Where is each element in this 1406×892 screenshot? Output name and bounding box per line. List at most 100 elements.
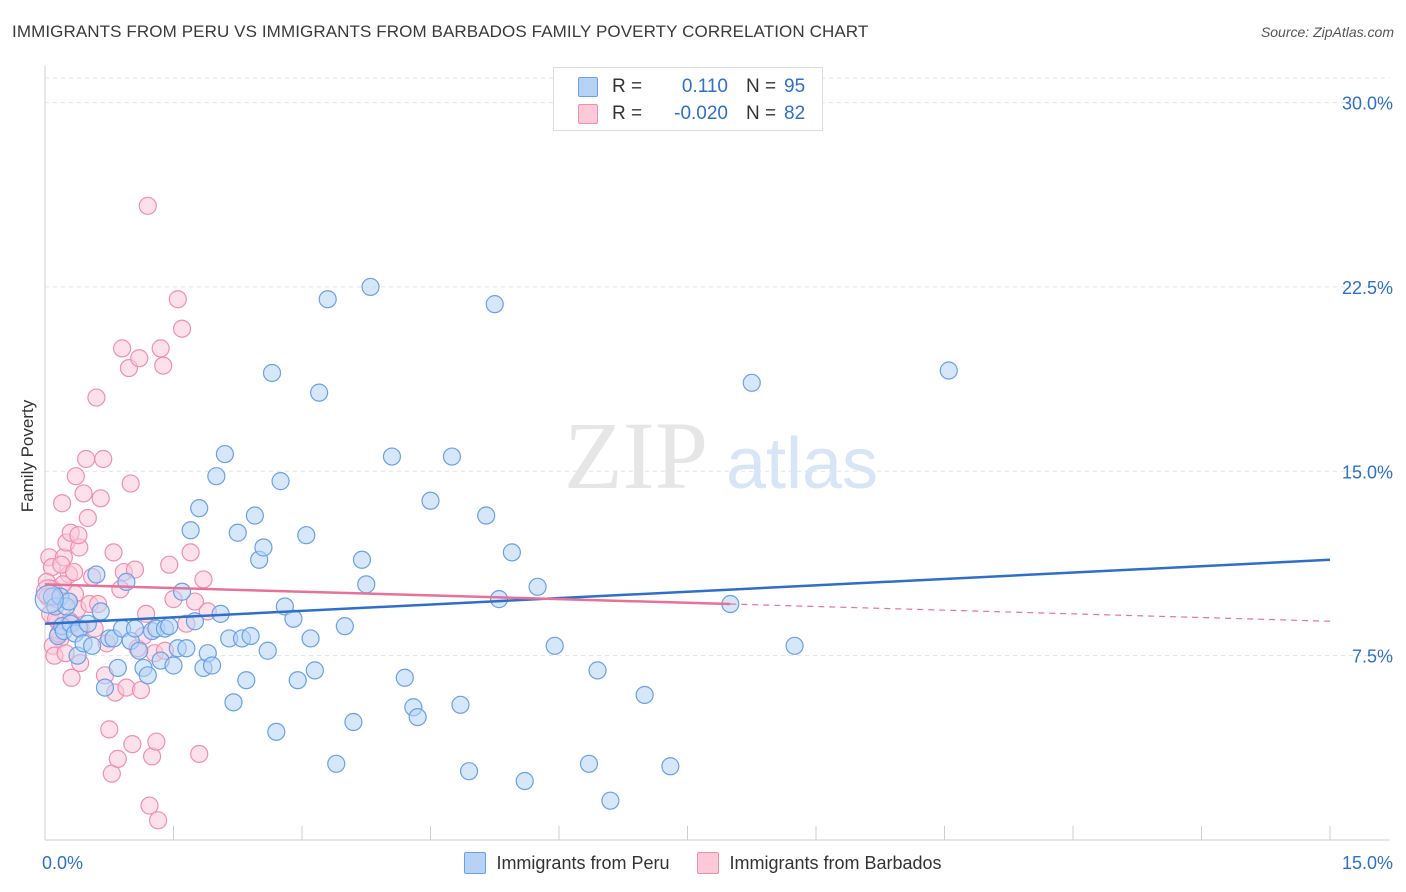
point-peru [442, 447, 462, 466]
barbados-swatch [578, 104, 598, 124]
point-peru [408, 707, 427, 727]
watermark: ZIP atlas [564, 402, 878, 509]
legend-row-peru: R = 0.110 N = 95 [578, 74, 805, 100]
n-label: N = [746, 76, 777, 97]
point-barbados [69, 526, 88, 545]
point-barbados [185, 592, 205, 611]
trend-lines [44, 558, 1331, 625]
point-peru [95, 678, 115, 697]
r-value: -0.020 [674, 103, 728, 124]
point-barbados [138, 196, 157, 215]
y-axis-label: Family Poverty [18, 399, 37, 513]
series-peru [34, 277, 958, 810]
point-peru [215, 444, 234, 464]
point-barbados [74, 484, 93, 503]
n-value: 82 [784, 103, 806, 124]
x-tick-label: 15.0% [1342, 853, 1393, 873]
point-peru [545, 636, 564, 655]
point-barbados [104, 543, 123, 562]
point-peru [357, 575, 376, 594]
r-label: R = [612, 103, 643, 124]
point-peru [515, 771, 534, 791]
point-peru [395, 668, 414, 687]
trend-peru [44, 558, 1331, 625]
point-peru [361, 277, 380, 297]
point-barbados [78, 508, 97, 528]
source-label: Source: ZipAtlas.com [1260, 24, 1394, 40]
watermark-atlas: atlas [726, 424, 878, 504]
point-peru [528, 577, 547, 596]
point-peru [83, 636, 102, 655]
point-barbados [140, 796, 159, 815]
n-label: N = [746, 103, 777, 124]
point-peru [318, 290, 337, 309]
point-peru [241, 626, 260, 646]
point-peru [305, 661, 324, 680]
peru-swatch [578, 77, 598, 97]
point-peru [327, 754, 346, 773]
legend-item-barbados[interactable]: Immigrants from Barbados [697, 852, 942, 874]
point-barbados [131, 680, 151, 700]
point-peru [939, 361, 958, 380]
point-peru [267, 722, 286, 741]
point-barbados [77, 449, 96, 469]
point-barbados [181, 543, 200, 562]
series-barbados [35, 196, 217, 830]
y-tick-label: 15.0% [1342, 462, 1393, 482]
point-peru [421, 491, 440, 510]
r-label: R = [612, 76, 643, 97]
legend-item-peru[interactable]: Immigrants from Peru [464, 852, 669, 874]
point-peru [310, 383, 329, 402]
point-peru [382, 447, 402, 466]
point-barbados [194, 570, 213, 589]
point-peru [477, 506, 496, 525]
legend-label-peru: Immigrants from Peru [496, 852, 670, 873]
point-peru [271, 472, 290, 491]
point-peru [87, 565, 106, 584]
point-peru [742, 373, 761, 392]
point-peru [301, 629, 320, 648]
point-barbados [160, 555, 179, 574]
point-barbados [123, 735, 142, 754]
point-peru [459, 762, 479, 781]
point-barbados [130, 349, 149, 368]
y-tick-label: 22.5% [1342, 278, 1393, 298]
point-barbados [121, 474, 140, 493]
barbados-swatch [697, 852, 720, 874]
point-peru [108, 658, 127, 678]
point-barbados [53, 494, 72, 513]
point-barbados [154, 356, 173, 375]
point-barbados [112, 339, 132, 358]
point-peru [288, 671, 307, 690]
point-barbados [91, 489, 110, 508]
point-peru [59, 592, 79, 611]
point-peru [224, 693, 243, 712]
point-barbados [125, 560, 145, 579]
point-peru [502, 543, 521, 562]
point-peru [125, 619, 145, 638]
axes [44, 66, 1390, 841]
point-peru [335, 617, 354, 636]
peru-swatch [464, 852, 487, 874]
point-peru [228, 523, 247, 542]
point-peru [164, 656, 183, 675]
r-value: 0.110 [681, 76, 728, 97]
point-barbados [108, 749, 127, 768]
n-value: 95 [784, 76, 806, 97]
y-tick-label: 7.5% [1352, 647, 1393, 667]
point-peru [190, 499, 209, 518]
point-barbados [190, 744, 209, 764]
point-peru [297, 526, 316, 545]
point-peru [344, 712, 363, 732]
point-peru [91, 602, 110, 621]
point-peru [138, 666, 157, 685]
point-peru [160, 617, 179, 636]
point-peru [785, 636, 804, 655]
point-peru [172, 582, 192, 601]
x-tick-label: 0.0% [42, 853, 83, 873]
grid [45, 77, 1390, 657]
point-barbados [148, 811, 168, 830]
point-barbados [62, 668, 81, 687]
point-barbados [100, 720, 119, 739]
legend-row-barbados: R = -0.020 N = 82 [578, 101, 805, 127]
